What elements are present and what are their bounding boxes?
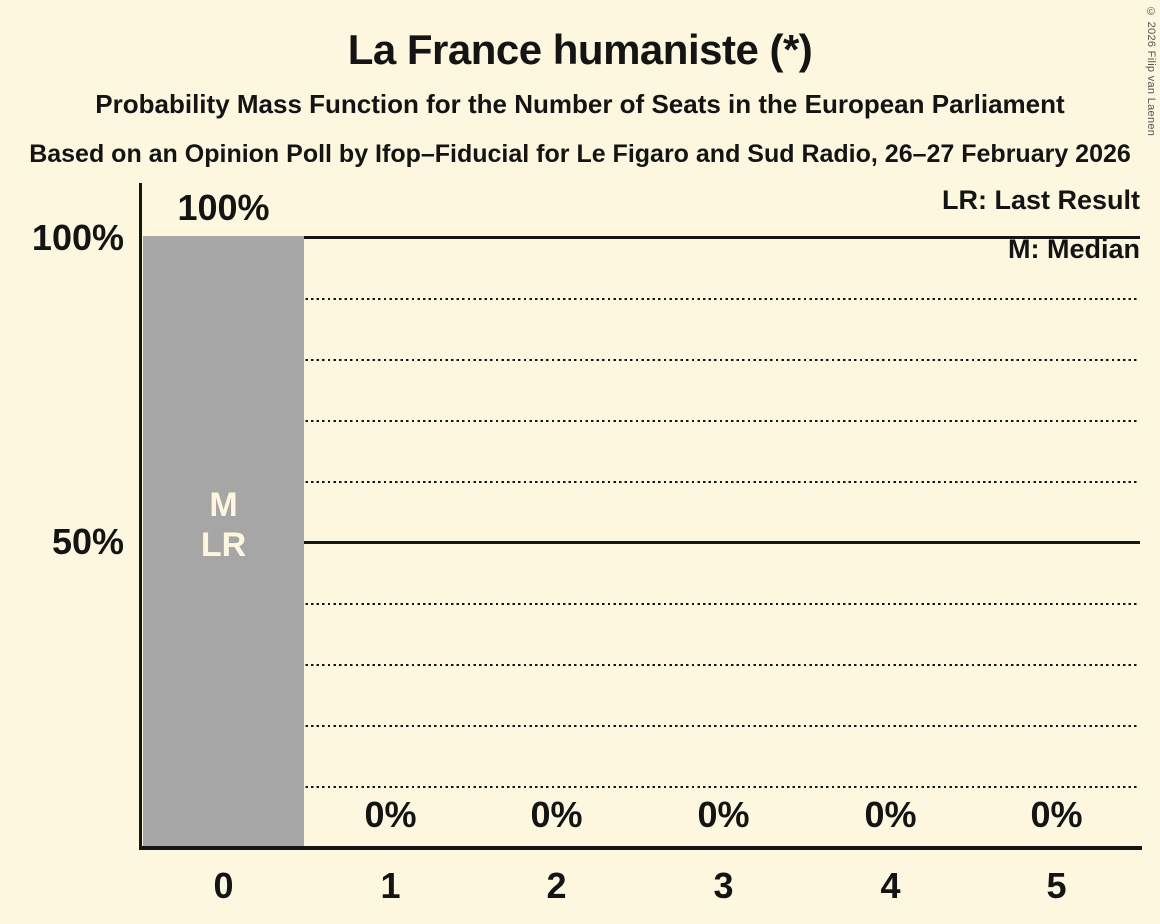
gridline-80pct [143,359,1140,362]
gridline-40pct [143,603,1140,606]
gridline-30pct [143,664,1140,667]
gridline-100pct [143,236,1140,239]
gridline-10pct [143,786,1140,789]
y-axis-line [139,183,142,850]
bar-value-label-1: 0% [364,794,417,835]
x-tick-label-1: 1 [380,865,401,906]
bar-seats-0: M LR [143,236,304,846]
x-tick-label-5: 5 [1046,865,1067,906]
chart-source-line: Based on an Opinion Poll by Ifop–Fiducia… [29,140,1131,168]
bar-value-label-2: 0% [530,794,583,835]
bar-value-label-5: 0% [1030,794,1083,835]
x-axis-line [139,846,1142,850]
x-tick-label-2: 2 [546,865,567,906]
bar-median-lastresult-annotation: M LR [143,485,304,565]
legend-median: M: Median [1008,234,1140,264]
y-tick-label-50: 50% [51,521,124,562]
gridline-60pct [143,481,1140,484]
bar-value-label-4: 0% [864,794,917,835]
x-tick-label-3: 3 [713,865,734,906]
copyright-notice: © 2026 Filip van Laenen [1145,6,1157,137]
last-result-marker-label: LR [200,526,247,564]
gridline-90pct [143,298,1140,301]
chart-title: La France humaniste (*) [347,26,813,73]
chart-subtitle: Probability Mass Function for the Number… [95,89,1065,119]
median-marker-label: M [209,486,238,524]
gridline-50pct [143,541,1140,544]
y-tick-label-100: 100% [31,217,124,258]
x-tick-label-0: 0 [213,865,234,906]
bar-value-label-3: 0% [697,794,750,835]
gridline-20pct [143,725,1140,728]
bar-value-label-0: 100% [177,187,270,228]
gridline-70pct [143,420,1140,423]
x-tick-label-4: 4 [880,865,901,906]
legend-last-result: LR: Last Result [941,185,1140,215]
